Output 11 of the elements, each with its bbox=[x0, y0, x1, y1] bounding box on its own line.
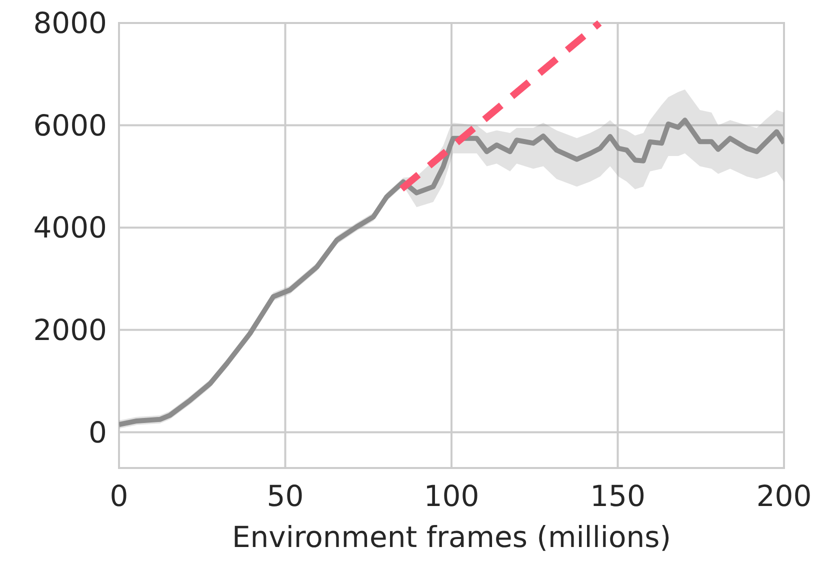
y-tick-label: 8000 bbox=[33, 6, 107, 40]
y-tick-label: 2000 bbox=[33, 313, 107, 348]
x-tick-label: 150 bbox=[590, 479, 646, 513]
x-tick-label: 50 bbox=[266, 479, 304, 513]
x-tick-label: 200 bbox=[756, 479, 812, 513]
x-axis-title: Environment frames (millions) bbox=[232, 520, 672, 554]
x-tick-label: 100 bbox=[424, 479, 480, 513]
y-tick-label: 0 bbox=[88, 415, 107, 450]
y-tick-label: 6000 bbox=[33, 108, 107, 142]
y-tick-label: 4000 bbox=[33, 210, 107, 245]
x-tick-label: 0 bbox=[110, 479, 128, 513]
